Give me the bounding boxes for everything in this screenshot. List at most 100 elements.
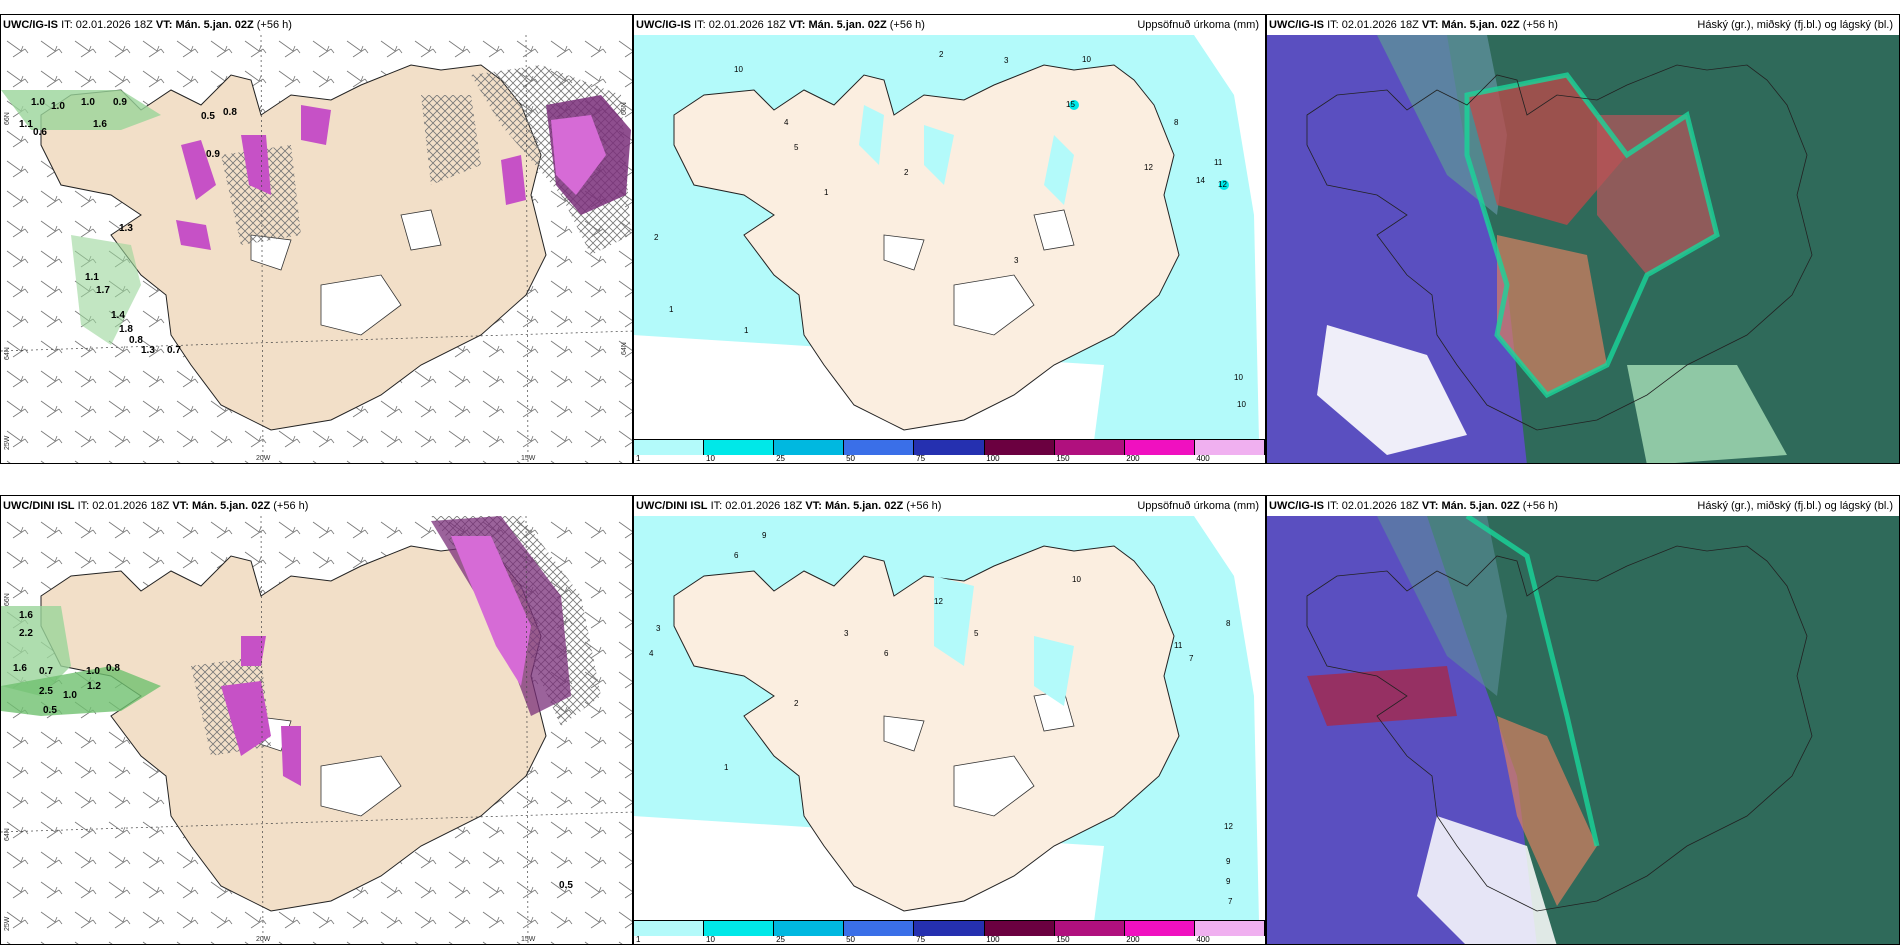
wind-label: 0.7 <box>39 666 53 677</box>
axis-label: 66N <box>621 102 628 115</box>
wind-label: 0.9 <box>206 149 220 160</box>
wind-label: 0.5 <box>43 705 57 716</box>
legend-tick: 400 <box>1196 935 1210 944</box>
wind-label: 1.0 <box>86 666 100 677</box>
legend-tick: 50 <box>846 935 856 944</box>
precip-label: 5 <box>794 143 799 152</box>
panel-header: UWC/IG-IS IT: 02.01.2026 18Z VT: Mán. 5.… <box>3 19 292 31</box>
precip-label: 1 <box>744 326 749 335</box>
legend-swatch <box>704 921 775 936</box>
wind-map: 1.6 2.2 1.6 0.7 1.0 0.8 2.5 1.0 0.5 1.2 … <box>1 516 632 944</box>
legend-tick: 400 <box>1196 454 1210 463</box>
precip-label: 1 <box>724 763 729 772</box>
precip-label: 11 <box>1174 641 1183 650</box>
precip-label: 2 <box>654 233 659 242</box>
legend-swatch <box>914 440 985 455</box>
wind-label: 1.6 <box>19 610 33 621</box>
precip-label: 12 <box>1218 180 1227 189</box>
axis-label: 66N <box>4 112 11 125</box>
panel-header: UWC/DINI ISL IT: 02.01.2026 18Z VT: Mán.… <box>3 500 309 512</box>
precip-legend: 1 10 25 50 75 100 150 200 400 <box>634 920 1265 944</box>
precip-label: 1 <box>669 305 674 314</box>
legend-swatch <box>1054 921 1125 936</box>
wind-map-panel-bottom: UWC/DINI ISL IT: 02.01.2026 18Z VT: Mán.… <box>0 495 633 945</box>
legend-swatch <box>1194 921 1265 936</box>
precip-label: 12 <box>1224 822 1233 831</box>
precip-map-panel-top: UWC/IG-IS IT: 02.01.2026 18Z VT: Mán. 5.… <box>633 14 1266 464</box>
precip-label: 15 <box>1066 100 1075 109</box>
precip-label: 8 <box>1174 118 1179 127</box>
wind-label: 0.5 <box>559 880 573 891</box>
legend-tick: 75 <box>916 935 926 944</box>
precip-label: 3 <box>656 624 661 633</box>
legend-swatch <box>984 440 1055 455</box>
precip-label: 2 <box>794 699 799 708</box>
wind-label: 1.1 <box>85 272 99 283</box>
precip-label: 4 <box>784 118 789 127</box>
legend-swatch <box>984 921 1055 936</box>
wind-label: 1.8 <box>119 324 133 335</box>
axis-label: 15W <box>521 936 536 943</box>
axis-label: 64N <box>621 342 628 355</box>
legend-swatch <box>844 440 915 455</box>
precip-label: 10 <box>1237 400 1246 409</box>
precip-map-panel-bottom: UWC/DINI ISL IT: 02.01.2026 18Z VT: Mán.… <box>633 495 1266 945</box>
wind-map: 1.0 1.0 1.0 0.9 1.1 0.6 1.6 0.5 0.8 0.9 … <box>1 35 632 463</box>
cloud-map <box>1267 35 1899 463</box>
axis-label: 66N <box>4 593 11 606</box>
axis-label: 64N <box>4 347 11 360</box>
precip-label: 10 <box>1082 55 1091 64</box>
precip-label: 8 <box>1226 619 1231 628</box>
legend-tick: 100 <box>986 454 1000 463</box>
legend-tick: 25 <box>776 935 785 944</box>
precip-label: 7 <box>1228 897 1233 906</box>
legend-tick: 200 <box>1126 935 1140 944</box>
wind-label: 0.8 <box>106 663 120 674</box>
precip-label: 12 <box>1144 163 1153 172</box>
precip-label: 2 <box>904 168 909 177</box>
precip-map: 10 2 3 10 15 8 12 11 12 14 4 5 2 1 1 10 … <box>634 35 1259 441</box>
wind-label: 1.6 <box>93 119 107 130</box>
axis-label: 25W <box>4 916 11 931</box>
precip-label: 10 <box>734 65 743 74</box>
precip-label: 6 <box>884 649 889 658</box>
wind-label: 1.3 <box>119 223 133 234</box>
legend-tick: 150 <box>1056 935 1070 944</box>
precip-label: 9 <box>762 531 767 540</box>
legend-tick: 1 <box>636 454 641 463</box>
wind-label: 1.3 <box>141 345 155 356</box>
iceland-landmass <box>40 64 547 431</box>
legend-tick: 200 <box>1126 454 1140 463</box>
legend-tick: 10 <box>706 935 715 944</box>
wind-label: 1.4 <box>111 310 125 321</box>
legend-swatch <box>704 440 775 455</box>
iceland-landmass <box>673 545 1180 912</box>
legend-tick: 100 <box>986 935 1000 944</box>
wind-label: 1.0 <box>51 101 65 112</box>
panel-header: UWC/IG-IS IT: 02.01.2026 18Z VT: Mán. 5.… <box>636 19 1259 31</box>
axis-label: 20W <box>256 936 271 943</box>
legend-swatch <box>1124 440 1195 455</box>
wind-label: 1.1 <box>19 119 33 130</box>
wind-label: 1.0 <box>63 690 77 701</box>
wind-label: 2.5 <box>39 686 53 697</box>
legend-swatch <box>1194 440 1265 455</box>
legend-tick: 10 <box>706 454 715 463</box>
cloud-map <box>1267 516 1899 944</box>
legend-tick: 150 <box>1056 454 1070 463</box>
precip-map: 9 6 12 10 11 7 8 12 9 9 7 3 4 5 2 1 6 3 <box>634 516 1259 922</box>
precip-label: 10 <box>1072 575 1081 584</box>
legend-swatch <box>844 921 915 936</box>
panel-header: UWC/DINI ISL IT: 02.01.2026 18Z VT: Mán.… <box>636 500 1259 512</box>
wind-map-panel-top: UWC/IG-IS IT: 02.01.2026 18Z VT: Mán. 5.… <box>0 14 633 464</box>
precip-label: 10 <box>1234 373 1243 382</box>
cloud-map-panel-top: UWC/IG-IS IT: 02.01.2026 18Z VT: Mán. 5.… <box>1266 14 1900 464</box>
legend-tick: 25 <box>776 454 785 463</box>
precip-label: 6 <box>734 551 739 560</box>
precip-label: 4 <box>649 649 654 658</box>
wind-label: 1.0 <box>81 97 95 108</box>
wind-label: 2.2 <box>19 628 33 639</box>
legend-swatch <box>634 440 705 455</box>
wind-label: 0.5 <box>201 111 215 122</box>
axis-label: 25W <box>4 435 11 450</box>
